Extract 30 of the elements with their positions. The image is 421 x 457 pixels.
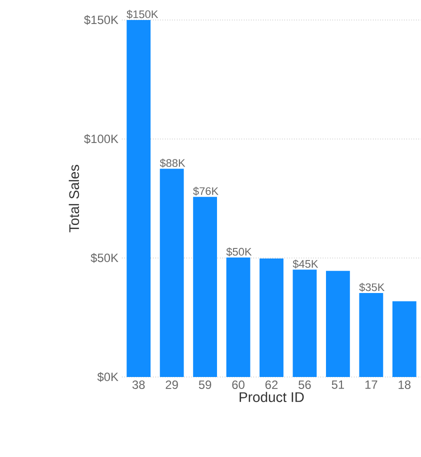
bar (193, 196, 218, 377)
x-tick-label: 29 (166, 380, 178, 389)
bar (160, 168, 184, 377)
bar (226, 258, 250, 377)
data-label: $35K (359, 282, 385, 292)
bar (292, 270, 317, 377)
x-tick-label: 62 (265, 380, 278, 389)
data-label: $45K (292, 260, 318, 268)
bar (260, 258, 284, 377)
data-label: $76K (193, 186, 218, 196)
bar (126, 20, 151, 377)
x-tick-label: 56 (298, 380, 311, 389)
x-tick-label: 59 (198, 380, 212, 389)
x-tick-label: 38 (132, 380, 145, 389)
x-tick-label: 51 (332, 380, 344, 389)
data-label: $50K (226, 247, 252, 256)
bar (392, 301, 416, 377)
data-label: $150K (126, 10, 158, 19)
x-tick-label: 18 (398, 380, 411, 389)
y-tick-label: $50K (90, 253, 118, 263)
x-tick-label: 60 (232, 380, 244, 389)
y-tick-label: $150K (84, 15, 118, 25)
x-axis-title: Product ID (240, 392, 304, 402)
x-tick-label: 17 (365, 380, 378, 389)
bar (359, 292, 384, 377)
y-tick-label: $100K (84, 134, 118, 144)
data-label: $88K (160, 158, 186, 168)
y-tick-label: $0K (97, 372, 118, 382)
bar (326, 270, 350, 377)
y-axis-title: Total Sales (68, 164, 80, 232)
